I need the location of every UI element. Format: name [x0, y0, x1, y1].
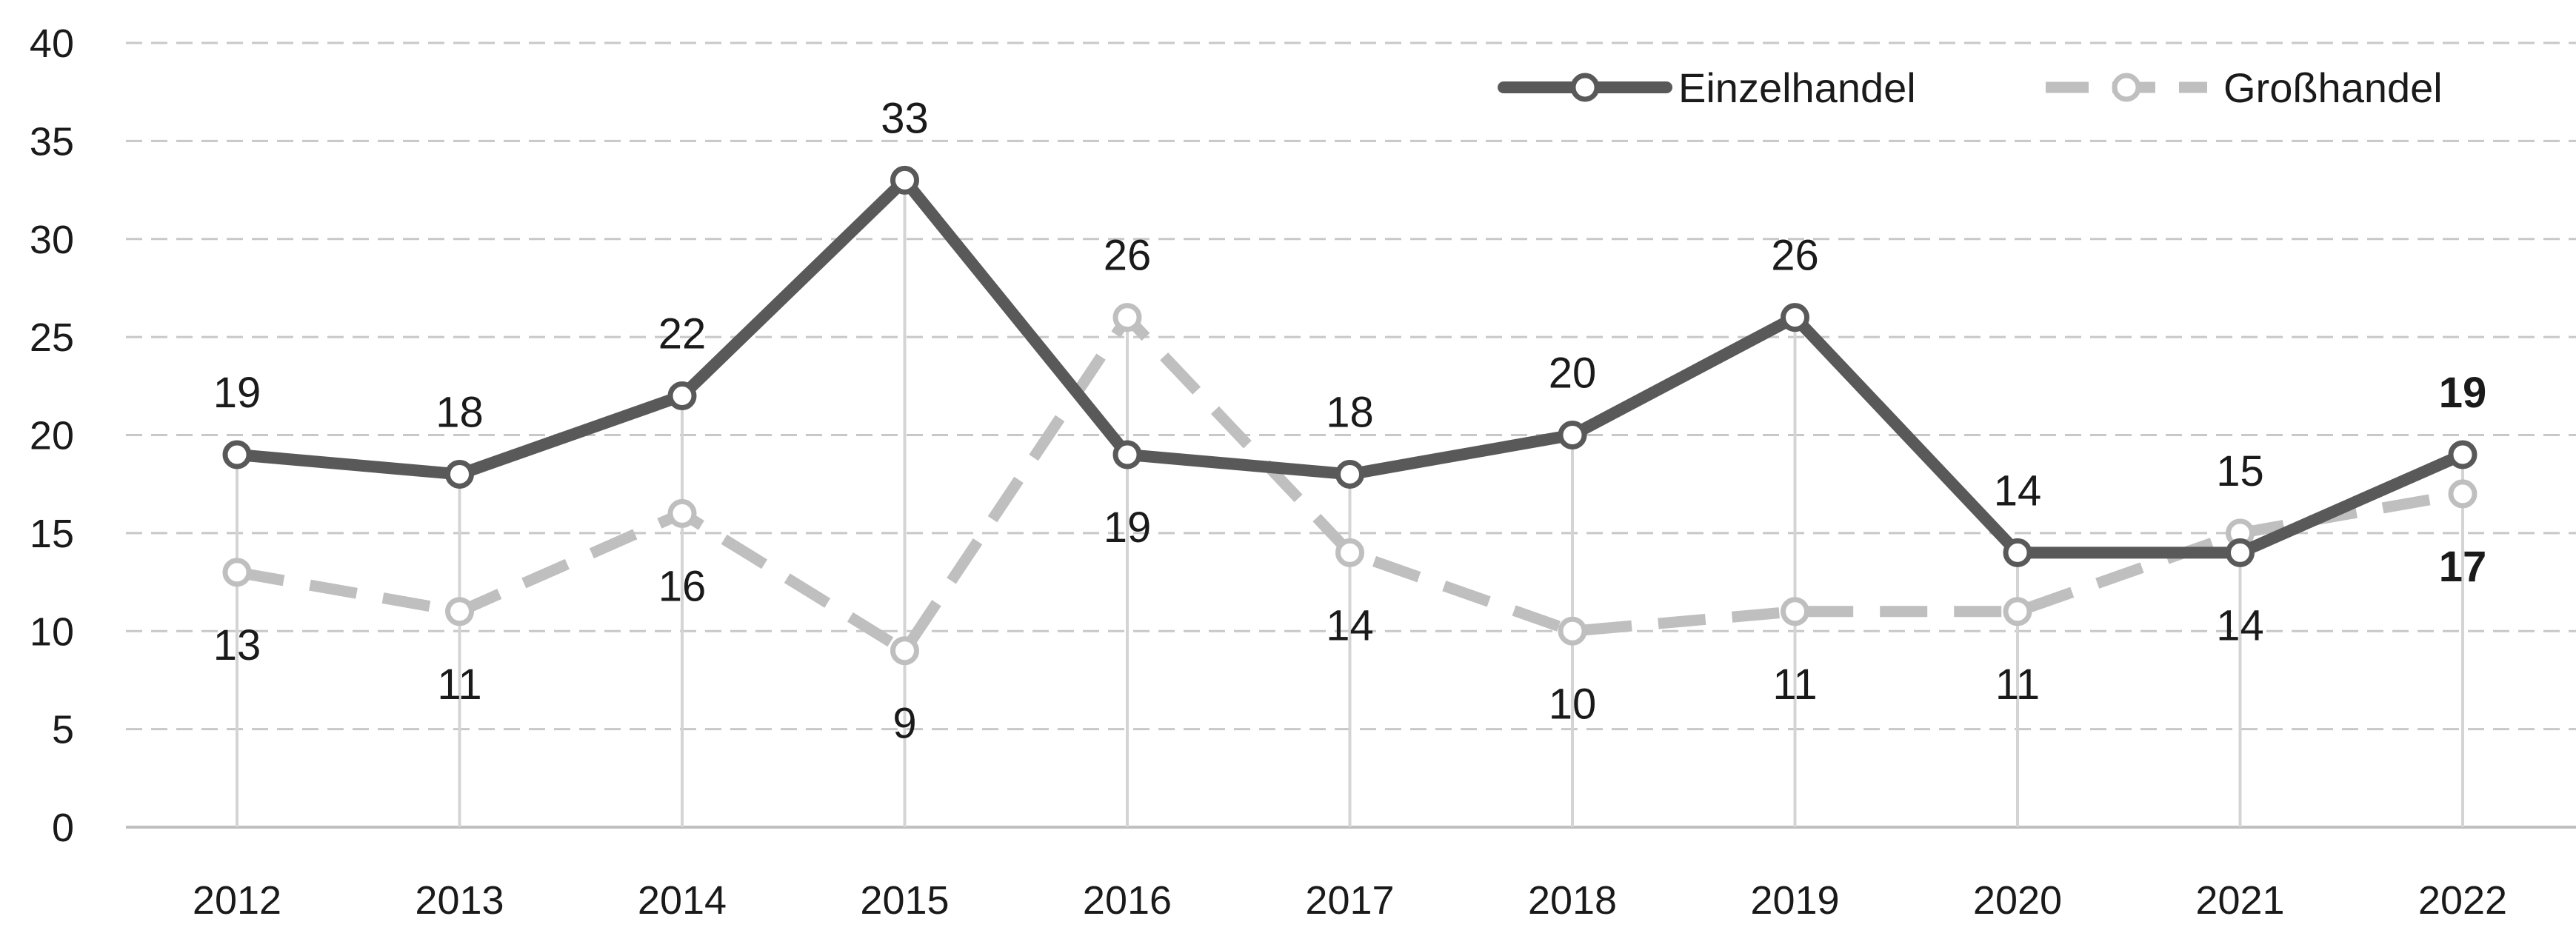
- data-label: 18: [436, 388, 484, 436]
- data-point: [890, 165, 919, 195]
- series-line: [236, 312, 2464, 657]
- data-point: [890, 636, 919, 666]
- data-label: 11: [437, 661, 481, 709]
- y-tick-label: 10: [30, 609, 74, 654]
- data-label: 11: [1772, 661, 1817, 709]
- drop-lines: [236, 180, 2464, 827]
- data-label: 11: [1995, 661, 2040, 709]
- data-label: 26: [1104, 232, 1152, 280]
- data-label: 22: [658, 310, 707, 358]
- data-point: [445, 597, 474, 626]
- data-point: [1335, 538, 1364, 567]
- data-point: [2226, 538, 2255, 567]
- x-tick-label: 2013: [415, 878, 504, 923]
- data-label: 19: [2439, 369, 2487, 417]
- data-point: [1112, 303, 1142, 332]
- data-label: 16: [658, 562, 707, 610]
- data-label: 13: [213, 621, 261, 669]
- x-tick-label: 2018: [1528, 878, 1617, 923]
- legend-marker: [1570, 73, 1600, 102]
- x-tick-label: 2015: [860, 878, 949, 923]
- data-point: [2448, 479, 2477, 509]
- x-tick-label: 2020: [1973, 878, 2062, 923]
- data-point: [1112, 440, 1142, 469]
- x-tick-label: 2014: [638, 878, 727, 923]
- y-tick-label: 20: [30, 414, 74, 458]
- data-label: 19: [213, 369, 261, 417]
- y-tick-label: 25: [30, 315, 74, 360]
- data-point: [1335, 459, 1364, 489]
- data-point: [222, 440, 252, 469]
- y-tick-label: 0: [52, 806, 74, 850]
- y-tick-label: 15: [30, 512, 74, 556]
- series-lines: [222, 165, 2477, 666]
- data-point: [1781, 597, 1809, 626]
- x-tick-label: 2016: [1083, 878, 1172, 923]
- data-point: [1781, 303, 1809, 332]
- data-label: 15: [2216, 447, 2264, 495]
- data-point: [2448, 440, 2477, 469]
- data-point: [667, 381, 697, 411]
- x-tick-label: 2021: [2195, 878, 2284, 923]
- data-point: [1558, 616, 1587, 646]
- data-label: 33: [881, 94, 929, 142]
- legend-label: Großhandel: [2223, 64, 2443, 111]
- legend-label: Einzelhandel: [1678, 64, 1916, 111]
- data-label: 14: [1994, 467, 2042, 515]
- data-point: [445, 459, 474, 489]
- data-label: 9: [892, 700, 916, 748]
- x-tick-label: 2017: [1305, 878, 1394, 923]
- y-tick-label: 35: [30, 119, 74, 164]
- data-label: 18: [1326, 388, 1374, 436]
- data-labels: 19 18 22 33 19 18 20 26 14 14 19 13 11 16 9 26 14 10 11 11 1…: [213, 94, 2487, 747]
- data-label: 26: [1771, 232, 1819, 280]
- y-tick-label: 40: [30, 21, 74, 66]
- x-tick-label: 2022: [2418, 878, 2507, 923]
- data-label: 14: [1326, 601, 1374, 649]
- data-point: [2003, 538, 2032, 567]
- y-tick-label: 5: [52, 708, 74, 752]
- data-point: [2003, 597, 2032, 626]
- data-point: [222, 558, 252, 587]
- legend-marker: [2112, 73, 2141, 102]
- data-point: [667, 498, 697, 528]
- data-label: 10: [1549, 680, 1597, 728]
- x-tick-label: 2019: [1750, 878, 1839, 923]
- data-point: [1558, 421, 1587, 449]
- data-label: 17: [2439, 543, 2487, 591]
- data-label: 20: [1549, 350, 1597, 398]
- y-axis-ticks: 0 5 10 15 20 25 30 35 40: [30, 21, 74, 850]
- x-axis-ticks: 2012 2013 2014 2015 2016 2017 2018 2019 2020 2021…: [193, 878, 2507, 923]
- legend: Einzelhandel Großhandel: [1498, 64, 2443, 111]
- y-tick-label: 30: [30, 218, 74, 262]
- gridlines: [126, 41, 2576, 829]
- data-label: 19: [1104, 504, 1152, 552]
- x-tick-label: 2012: [193, 878, 281, 923]
- data-label: 14: [2216, 601, 2264, 649]
